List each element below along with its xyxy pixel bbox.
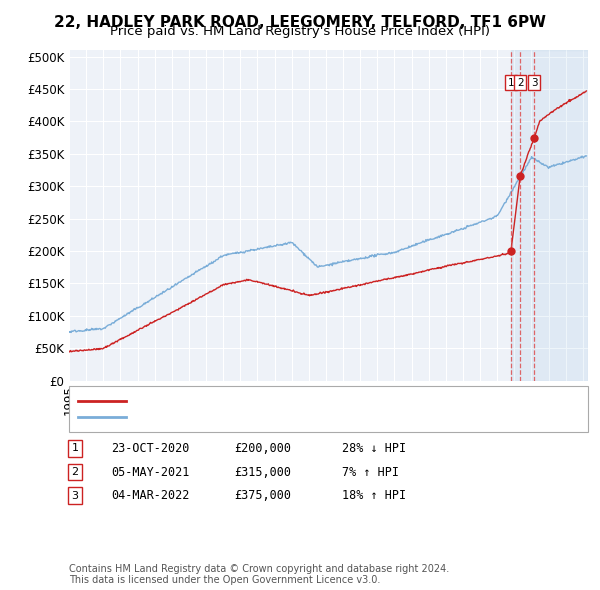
Text: 1: 1 <box>71 444 79 453</box>
Bar <box>511 50 588 381</box>
Text: £375,000: £375,000 <box>234 489 291 502</box>
Text: 23-OCT-2020: 23-OCT-2020 <box>111 442 190 455</box>
Text: 05-MAY-2021: 05-MAY-2021 <box>111 466 190 478</box>
Text: 1: 1 <box>508 77 514 87</box>
Text: HPI: Average price, detached house, Telford and Wrekin: HPI: Average price, detached house, Telf… <box>132 412 422 422</box>
Text: £315,000: £315,000 <box>234 466 291 478</box>
Text: Contains HM Land Registry data © Crown copyright and database right 2024.
This d: Contains HM Land Registry data © Crown c… <box>69 563 449 585</box>
Text: 7% ↑ HPI: 7% ↑ HPI <box>342 466 399 478</box>
Text: 04-MAR-2022: 04-MAR-2022 <box>111 489 190 502</box>
Text: Price paid vs. HM Land Registry's House Price Index (HPI): Price paid vs. HM Land Registry's House … <box>110 25 490 38</box>
Text: 22, HADLEY PARK ROAD, LEEGOMERY, TELFORD, TF1 6PW: 22, HADLEY PARK ROAD, LEEGOMERY, TELFORD… <box>54 15 546 30</box>
Text: 2: 2 <box>71 467 79 477</box>
Text: 18% ↑ HPI: 18% ↑ HPI <box>342 489 406 502</box>
Text: 2: 2 <box>517 77 523 87</box>
Text: 3: 3 <box>71 491 79 500</box>
Text: £200,000: £200,000 <box>234 442 291 455</box>
Text: 22, HADLEY PARK ROAD, LEEGOMERY, TELFORD, TF1 6PW (detached house): 22, HADLEY PARK ROAD, LEEGOMERY, TELFORD… <box>132 396 527 405</box>
Text: 28% ↓ HPI: 28% ↓ HPI <box>342 442 406 455</box>
Text: 3: 3 <box>531 77 538 87</box>
